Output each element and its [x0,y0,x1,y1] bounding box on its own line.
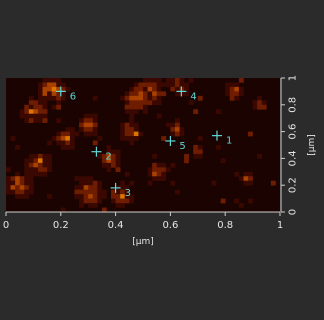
marker-3[interactable]: 3 [110,182,131,199]
y-axis-label: [μm] [307,134,317,156]
x-tick-label: 0.2 [53,220,69,231]
y-tick-label: 0.6 [288,124,299,140]
marker-label: 6 [70,91,76,102]
y-tick-label: 0 [288,209,299,215]
marker-5[interactable]: 5 [165,135,186,152]
marker-layer: 1 2 3 4 5 6 [55,86,232,199]
marker-1[interactable]: 1 [211,130,232,147]
y-tick-label: 0.4 [288,150,299,166]
marker-6[interactable]: 6 [55,86,76,102]
marker-2[interactable]: 2 [91,146,112,163]
x-axis-label: [μm] [132,237,154,247]
y-tick-label: 0.8 [288,97,299,113]
y-axis: 0 0.2 0.4 0.6 0.8 1 [μm] [280,75,317,215]
marker-label: 3 [125,188,131,199]
x-axis: 0 0.2 0.4 0.6 0.8 1 [μm] [3,211,283,247]
x-tick-label: 1 [277,220,283,231]
y-tick-label: 0.2 [288,177,299,193]
marker-label: 1 [226,136,232,147]
x-tick-label: 0.4 [108,220,124,231]
x-tick-label: 0 [3,220,9,231]
x-tick-label: 0.6 [162,220,178,231]
height-pixels [6,78,276,212]
marker-label: 5 [179,141,185,152]
y-tick-label: 1 [288,75,299,81]
marker-label: 2 [105,152,111,163]
x-tick-label: 0.8 [217,220,233,231]
marker-label: 4 [190,91,196,102]
marker-4[interactable]: 4 [176,86,197,102]
